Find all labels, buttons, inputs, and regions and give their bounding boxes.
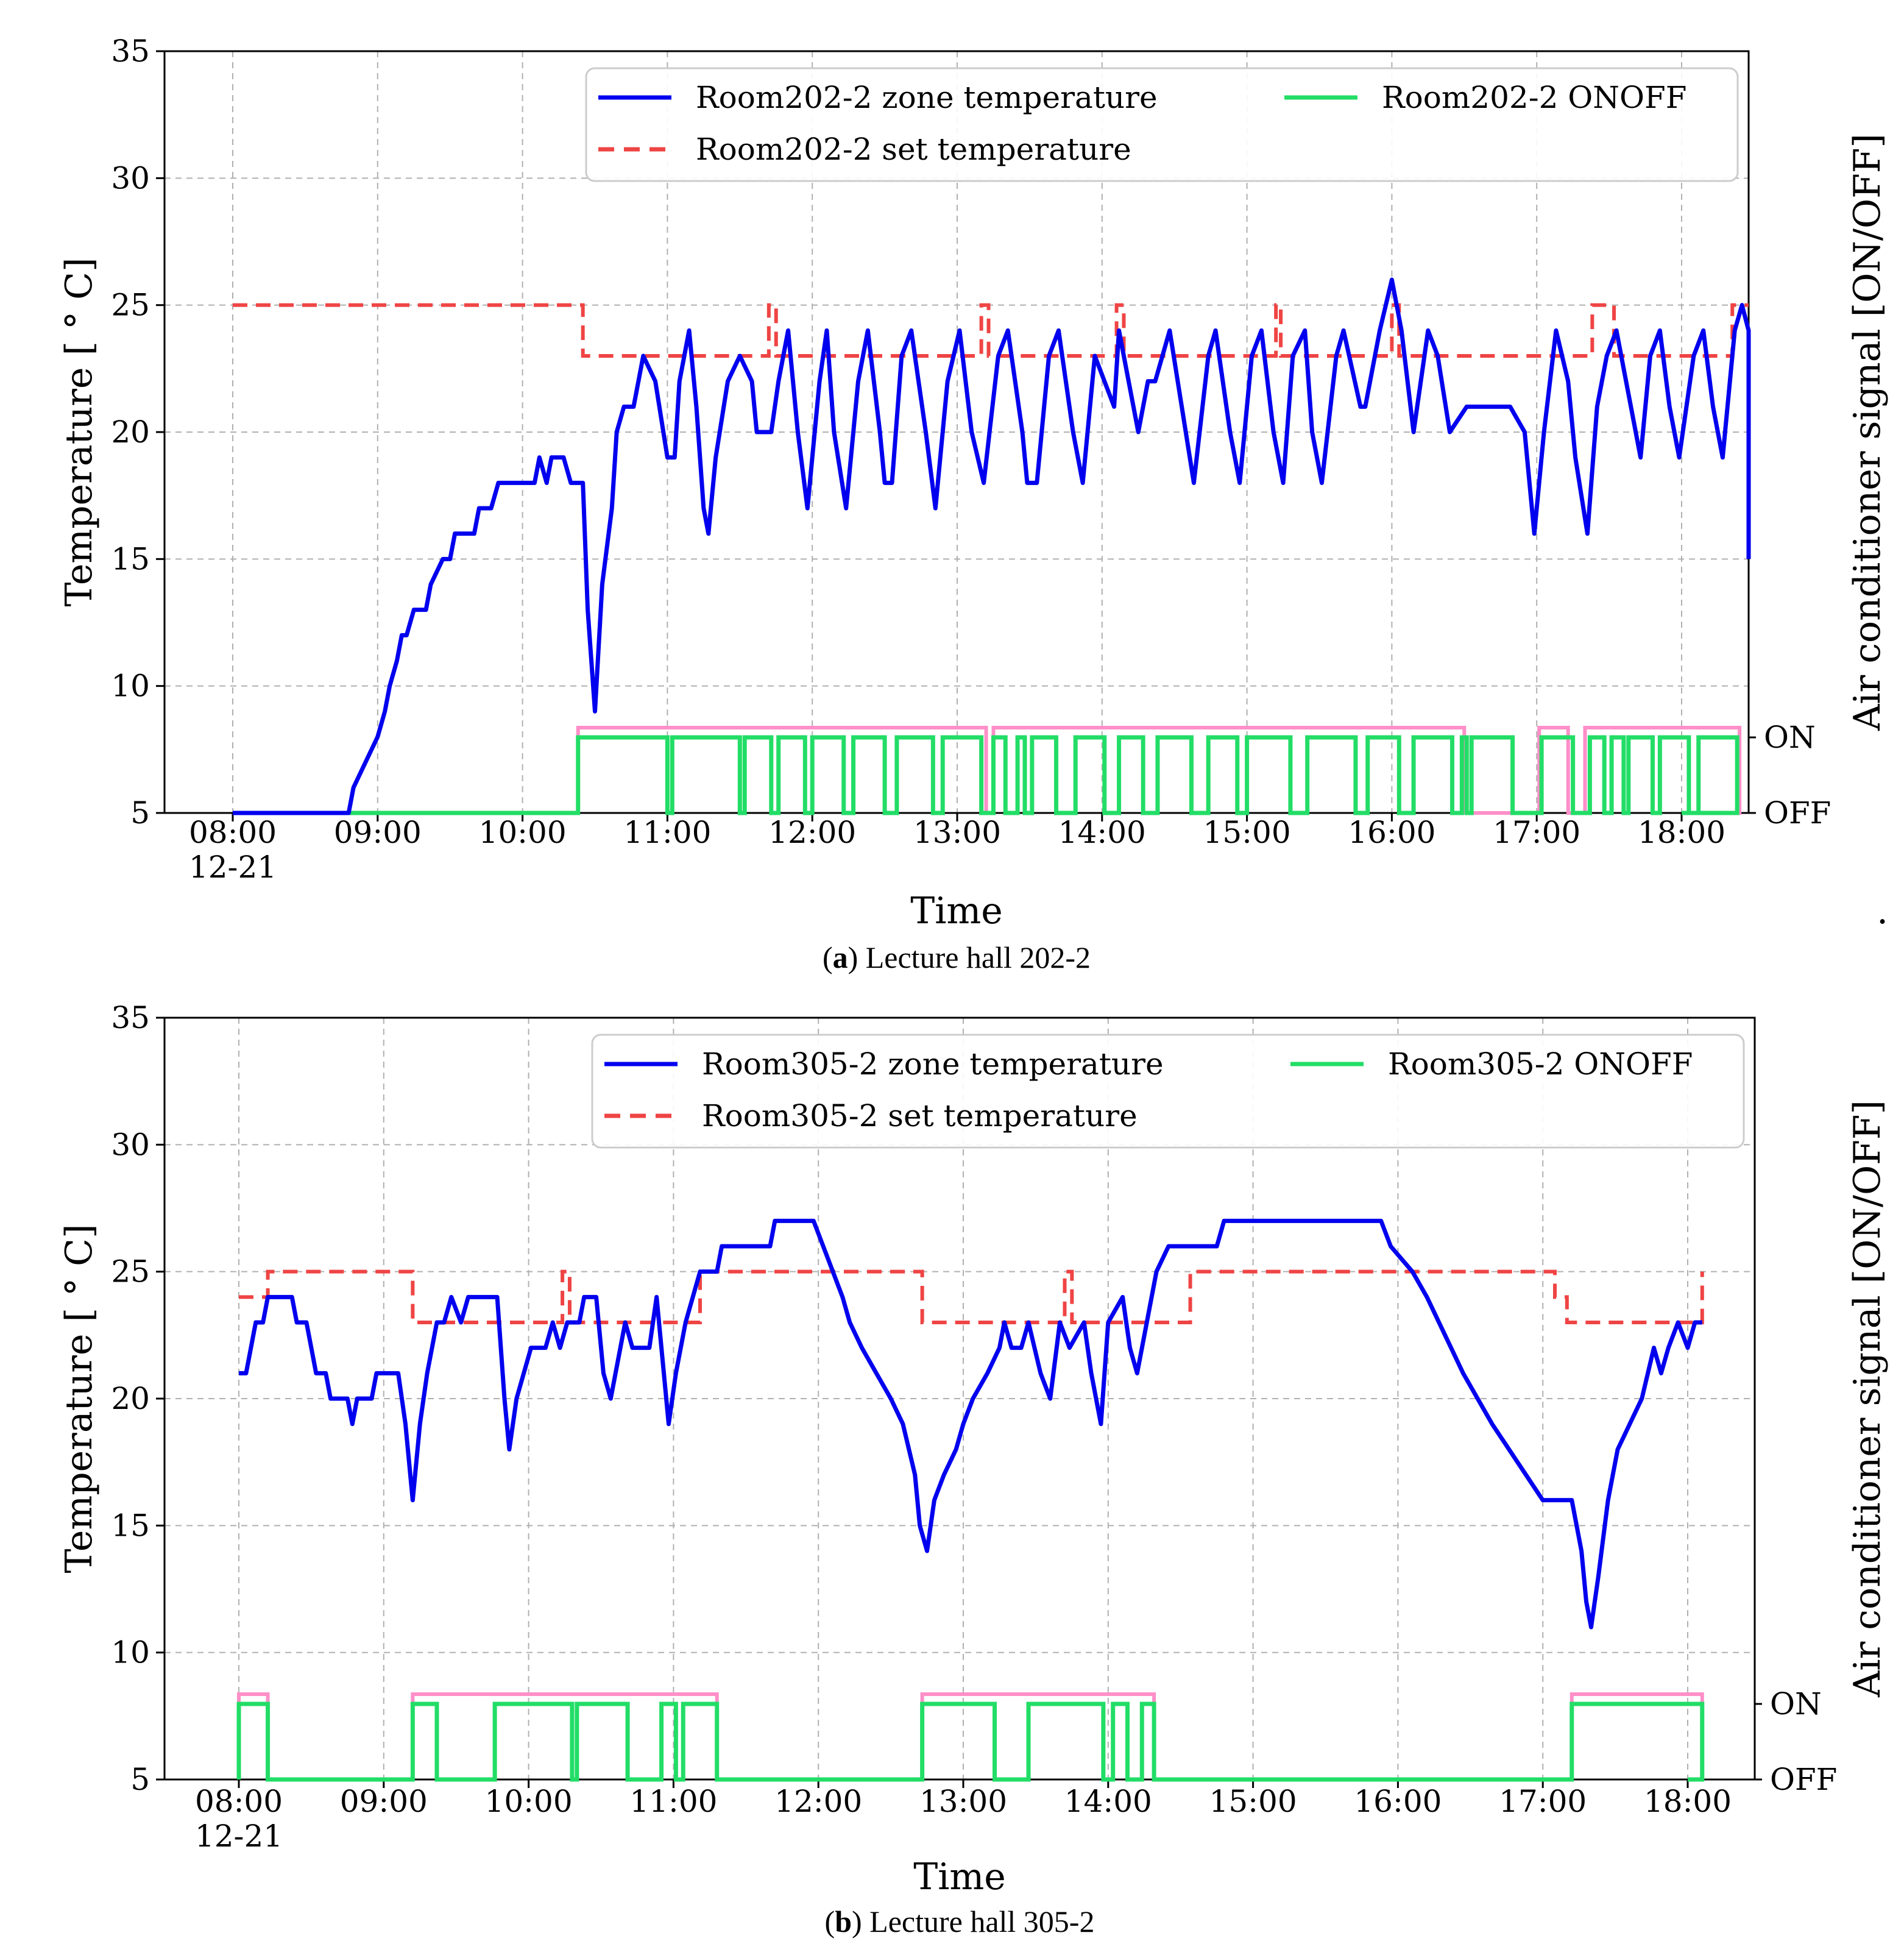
- legend-label-onoff-b: Room305-2 ONOFF: [1388, 1046, 1693, 1082]
- y-tick-label: 5: [130, 1762, 150, 1797]
- x-tick-label: 18:00: [1644, 1784, 1732, 1819]
- series-set-b: [239, 1269, 1704, 1324]
- legend-label-onoff-a: Room202-2 ONOFF: [1382, 80, 1686, 115]
- chart-panel-a: 5 10 15 20 25 30 35 08:00 09:00 10:00 11:00 12:00 1…: [58, 34, 1889, 974]
- y-tick-label: 15: [111, 1508, 150, 1543]
- y-tick-label: 10: [111, 669, 150, 704]
- onoff-envelope-line: [237, 1692, 1704, 1781]
- x-tick-label: 16:00: [1348, 815, 1435, 850]
- right-ticks-a: ON OFF: [1749, 720, 1831, 831]
- set-temperature-line: [239, 1269, 1704, 1324]
- onoff-signal-line: [233, 735, 1739, 815]
- legend-b: Room305-2 zone temperature Room305-2 set…: [591, 1034, 1745, 1149]
- x-tick-label: 14:00: [1058, 815, 1146, 850]
- x-ticks-a: 08:00 09:00 10:00 11:00 12:00 13:00 14:00 15:00…: [189, 813, 1725, 885]
- zone-temperature-line: [239, 1218, 1702, 1630]
- x-tick-label: 14:00: [1064, 1784, 1152, 1819]
- x-tick-label: 08:00: [195, 1784, 283, 1819]
- caption-title-b: Lecture hall 305-2: [869, 1904, 1094, 1939]
- caption-title-a: Lecture hall 202-2: [866, 940, 1091, 974]
- right-tick-on: ON: [1764, 720, 1816, 755]
- x-axis-label-b: Time: [913, 1856, 1006, 1898]
- legend-label-zone-b: Room305-2 zone temperature: [702, 1046, 1164, 1082]
- x-tick-label: 10:00: [485, 1784, 573, 1819]
- caption-a: (a) Lecture hall 202-2: [823, 940, 1091, 974]
- x-tick-label: 11:00: [623, 815, 711, 850]
- y-ticks-b: 5 10 15 20 25 30 35: [111, 1000, 165, 1797]
- x-tick-label: 12:00: [768, 815, 856, 850]
- x-tick-label: 09:00: [340, 1784, 428, 1819]
- x-tick-label: 09:00: [334, 815, 422, 850]
- y-axis-right-label-a: Air conditioner signal [ON/OFF]: [1846, 133, 1889, 731]
- zone-temperature-line: [233, 277, 1751, 815]
- y-tick-label: 20: [111, 414, 150, 450]
- onoff-envelope-line: [233, 726, 1742, 815]
- y-tick-label: 20: [111, 1381, 150, 1416]
- chart-panel-b: 5 10 15 20 25 30 35 08:00 09:00 10:00 11:00 12:00 1…: [58, 1000, 1889, 1939]
- y-tick-label: 35: [111, 34, 150, 69]
- y-tick-label: 15: [111, 541, 150, 577]
- legend-a: Room202-2 zone temperature Room202-2 set…: [585, 67, 1739, 182]
- y-tick-label: 35: [111, 1000, 150, 1035]
- y-tick-label: 25: [111, 1254, 150, 1290]
- x-axis-label-a: Time: [910, 890, 1003, 932]
- caption-label-b: b: [835, 1904, 852, 1939]
- right-tick-on: ON: [1770, 1686, 1822, 1722]
- y-ticks-a: 5 10 15 20 25 30 35: [111, 34, 165, 831]
- y-tick-label: 30: [111, 160, 150, 196]
- series-set-a: [233, 303, 1749, 358]
- right-ticks-b: ON OFF: [1755, 1686, 1837, 1797]
- caption-b: (b) Lecture hall 305-2: [825, 1904, 1095, 1939]
- x-tick-date-label: 12-21: [195, 1818, 283, 1854]
- caption-text-b: (b) Lecture hall 305-2: [825, 1904, 1095, 1939]
- caption-text-a: (a) Lecture hall 202-2: [823, 940, 1091, 974]
- x-tick-label: 16:00: [1354, 1784, 1442, 1819]
- series-onoff-b: [236, 1692, 1705, 1782]
- y-tick-label: 30: [111, 1127, 150, 1162]
- x-tick-label: 18:00: [1638, 815, 1725, 850]
- legend-label-zone-a: Room202-2 zone temperature: [696, 80, 1158, 115]
- legend-label-set-b: Room305-2 set temperature: [702, 1098, 1138, 1134]
- y-axis-label-b: Temperature [ ° C]: [58, 1224, 101, 1573]
- legend-label-set-a: Room202-2 set temperature: [696, 132, 1131, 167]
- series-onoff-a: [233, 726, 1742, 815]
- right-tick-off: OFF: [1764, 795, 1831, 831]
- legend-box-b: [591, 1034, 1745, 1149]
- x-tick-label: 17:00: [1493, 815, 1580, 850]
- right-tick-off: OFF: [1770, 1762, 1837, 1797]
- x-tick-label: 11:00: [629, 1784, 717, 1819]
- x-tick-date-label: 12-21: [189, 850, 277, 885]
- y-axis-label-a: Temperature [ ° C]: [58, 257, 101, 606]
- caption-label-a: a: [833, 940, 848, 974]
- y-axis-right-label-b: Air conditioner signal [ON/OFF]: [1846, 1100, 1889, 1698]
- x-tick-label: 15:00: [1209, 1784, 1297, 1819]
- x-tick-label: 13:00: [919, 1784, 1007, 1819]
- y-tick-label: 5: [130, 795, 150, 831]
- x-tick-label: 08:00: [189, 815, 277, 850]
- x-tick-label: 15:00: [1203, 815, 1291, 850]
- series-zone-a: [233, 277, 1751, 815]
- x-ticks-b: 08:00 09:00 10:00 11:00 12:00 13:00 14:00 15:00…: [195, 1779, 1732, 1854]
- x-tick-label: 17:00: [1499, 1784, 1587, 1819]
- x-tick-label: 12:00: [774, 1784, 862, 1819]
- onoff-signal-line: [236, 1701, 1705, 1782]
- stray-mark-a: .: [1877, 890, 1888, 932]
- series-zone-b: [239, 1218, 1702, 1630]
- y-tick-label: 25: [111, 288, 150, 323]
- x-tick-label: 13:00: [913, 815, 1001, 850]
- set-temperature-line: [233, 303, 1749, 358]
- legend-box-a: [585, 67, 1739, 182]
- x-tick-label: 10:00: [479, 815, 567, 850]
- y-tick-label: 10: [111, 1635, 150, 1670]
